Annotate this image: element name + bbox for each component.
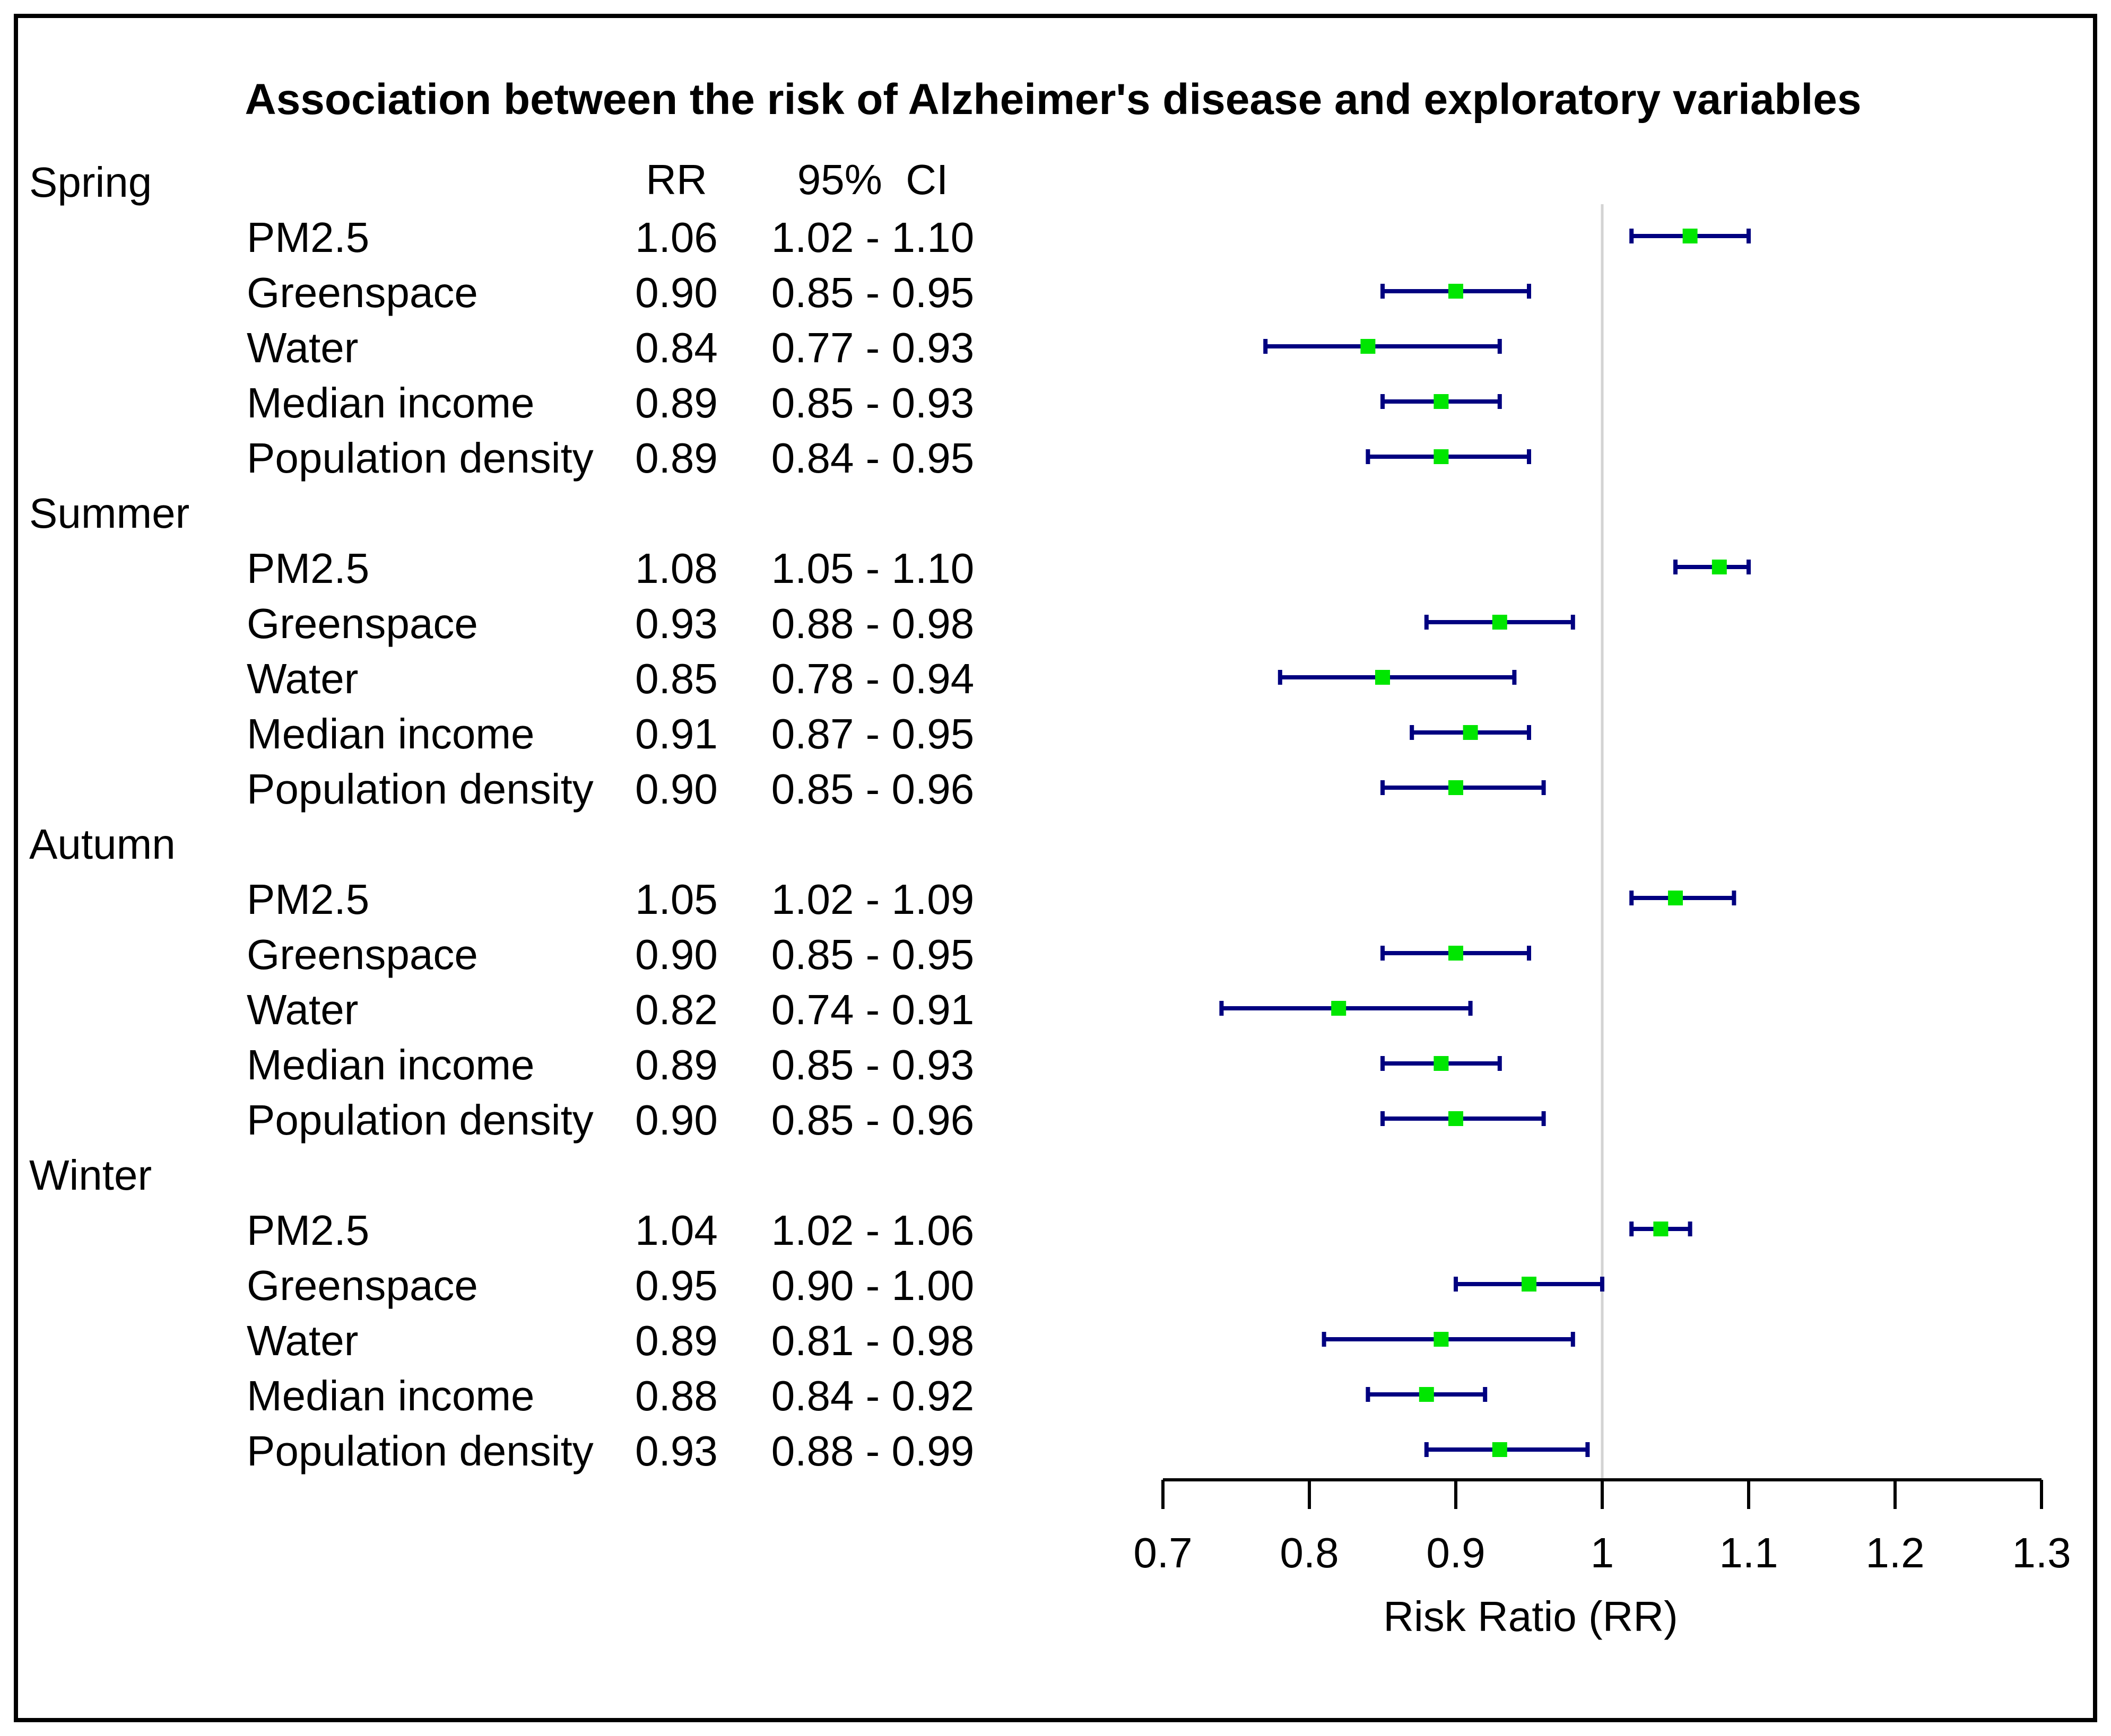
rr-point <box>1448 1111 1463 1126</box>
row-variable-label: Population density <box>247 765 594 813</box>
row-ci-value: 1.02 - 1.10 <box>771 214 975 261</box>
row-variable-label: Greenspace <box>247 269 478 316</box>
row-ci-value: 0.85 - 0.96 <box>771 765 975 813</box>
row-ci-value: 0.74 - 0.91 <box>771 986 975 1033</box>
group-label: Summer <box>29 490 189 537</box>
row-ci-value: 0.85 - 0.95 <box>771 931 975 978</box>
row-ci-value: 1.05 - 1.10 <box>771 545 975 592</box>
row-rr-value: 1.06 <box>635 214 718 261</box>
row-ci-value: 0.77 - 0.93 <box>771 324 975 371</box>
row-variable-label: PM2.5 <box>247 1207 369 1254</box>
row-ci-value: 1.02 - 1.09 <box>771 876 975 923</box>
row-variable-label: Population density <box>247 434 594 482</box>
chart-title: Association between the risk of Alzheime… <box>245 75 1861 124</box>
row-rr-value: 0.93 <box>635 1427 718 1475</box>
row-rr-value: 0.93 <box>635 600 718 647</box>
figure-border <box>14 14 2097 1722</box>
row-rr-value: 1.08 <box>635 545 718 592</box>
x-tick-label: 0.7 <box>1133 1529 1192 1576</box>
row-ci-value: 0.90 - 1.00 <box>771 1262 975 1309</box>
row-ci-value: 0.88 - 0.99 <box>771 1427 975 1475</box>
row-ci-value: 0.78 - 0.94 <box>771 655 975 702</box>
rr-point <box>1668 891 1683 905</box>
rr-point <box>1682 229 1698 243</box>
rr-point <box>1434 394 1449 409</box>
rr-point <box>1331 1001 1346 1016</box>
row-variable-label: PM2.5 <box>247 545 369 592</box>
row-rr-value: 1.04 <box>635 1207 718 1254</box>
row-rr-value: 0.90 <box>635 1096 718 1144</box>
row-ci-value: 0.87 - 0.95 <box>771 710 975 757</box>
x-tick-label: 0.9 <box>1426 1529 1485 1576</box>
row-rr-value: 0.89 <box>635 1041 718 1088</box>
row-variable-label: Water <box>247 324 358 371</box>
x-tick-label: 1 <box>1591 1529 1614 1576</box>
x-tick-label: 1.1 <box>1719 1529 1778 1576</box>
row-variable-label: Water <box>247 655 358 702</box>
column-header-rr: RR <box>646 156 707 203</box>
row-ci-value: 0.85 - 0.93 <box>771 379 975 426</box>
row-variable-label: Median income <box>247 710 535 757</box>
rr-point <box>1448 284 1463 299</box>
row-rr-value: 0.95 <box>635 1262 718 1309</box>
rr-point <box>1434 1056 1449 1071</box>
row-rr-value: 0.88 <box>635 1372 718 1419</box>
rr-point <box>1375 670 1390 685</box>
x-tick-label: 0.8 <box>1280 1529 1339 1576</box>
row-variable-label: Population density <box>247 1427 594 1475</box>
rr-point <box>1434 449 1449 464</box>
row-rr-value: 0.90 <box>635 269 718 316</box>
row-ci-value: 1.02 - 1.06 <box>771 1207 975 1254</box>
rr-point <box>1492 615 1507 630</box>
rr-point <box>1653 1222 1669 1236</box>
row-rr-value: 1.05 <box>635 876 718 923</box>
row-rr-value: 0.90 <box>635 931 718 978</box>
row-rr-value: 0.85 <box>635 655 718 702</box>
row-rr-value: 0.84 <box>635 324 718 371</box>
row-ci-value: 0.84 - 0.95 <box>771 434 975 482</box>
row-variable-label: PM2.5 <box>247 214 369 261</box>
row-variable-label: Water <box>247 986 358 1033</box>
forest-rows: Spring PM2.5 1.06 1.02 - 1.10 Greenspace 0.90… <box>29 159 1751 1475</box>
rr-point <box>1419 1387 1434 1402</box>
column-header-ci: 95% CI <box>797 156 949 203</box>
rr-point <box>1492 1442 1507 1457</box>
row-ci-value: 0.81 - 0.98 <box>771 1317 975 1364</box>
group-label: Autumn <box>29 821 176 868</box>
row-variable-label: PM2.5 <box>247 876 369 923</box>
row-rr-value: 0.89 <box>635 379 718 426</box>
row-ci-value: 0.85 - 0.95 <box>771 269 975 316</box>
group-label: Winter <box>29 1151 152 1199</box>
row-variable-label: Water <box>247 1317 358 1364</box>
rr-point <box>1448 780 1463 795</box>
x-tick-label: 1.2 <box>1865 1529 1924 1576</box>
rr-point <box>1712 560 1727 574</box>
row-variable-label: Median income <box>247 1041 535 1088</box>
row-rr-value: 0.82 <box>635 986 718 1033</box>
row-variable-label: Greenspace <box>247 600 478 647</box>
row-ci-value: 0.84 - 0.92 <box>771 1372 975 1419</box>
row-ci-value: 0.85 - 0.96 <box>771 1096 975 1144</box>
row-rr-value: 0.89 <box>635 434 718 482</box>
rr-point <box>1434 1332 1449 1347</box>
group-label: Spring <box>29 159 152 206</box>
rr-point <box>1463 725 1478 740</box>
row-rr-value: 0.91 <box>635 710 718 757</box>
x-tick-label: 1.3 <box>2012 1529 2071 1576</box>
row-rr-value: 0.90 <box>635 765 718 813</box>
row-variable-label: Greenspace <box>247 1262 478 1309</box>
row-variable-label: Greenspace <box>247 931 478 978</box>
rr-point <box>1360 339 1376 354</box>
row-variable-label: Median income <box>247 1372 535 1419</box>
x-axis: 0.7 0.8 0.9 1 1.1 1.2 1.3 <box>1133 1478 2071 1576</box>
row-rr-value: 0.89 <box>635 1317 718 1364</box>
row-ci-value: 0.85 - 0.93 <box>771 1041 975 1088</box>
rr-point <box>1522 1277 1536 1292</box>
x-axis-label: Risk Ratio (RR) <box>1383 1593 1678 1640</box>
row-variable-label: Population density <box>247 1096 594 1144</box>
rr-point <box>1448 946 1463 961</box>
row-variable-label: Median income <box>247 379 535 426</box>
row-ci-value: 0.88 - 0.98 <box>771 600 975 647</box>
